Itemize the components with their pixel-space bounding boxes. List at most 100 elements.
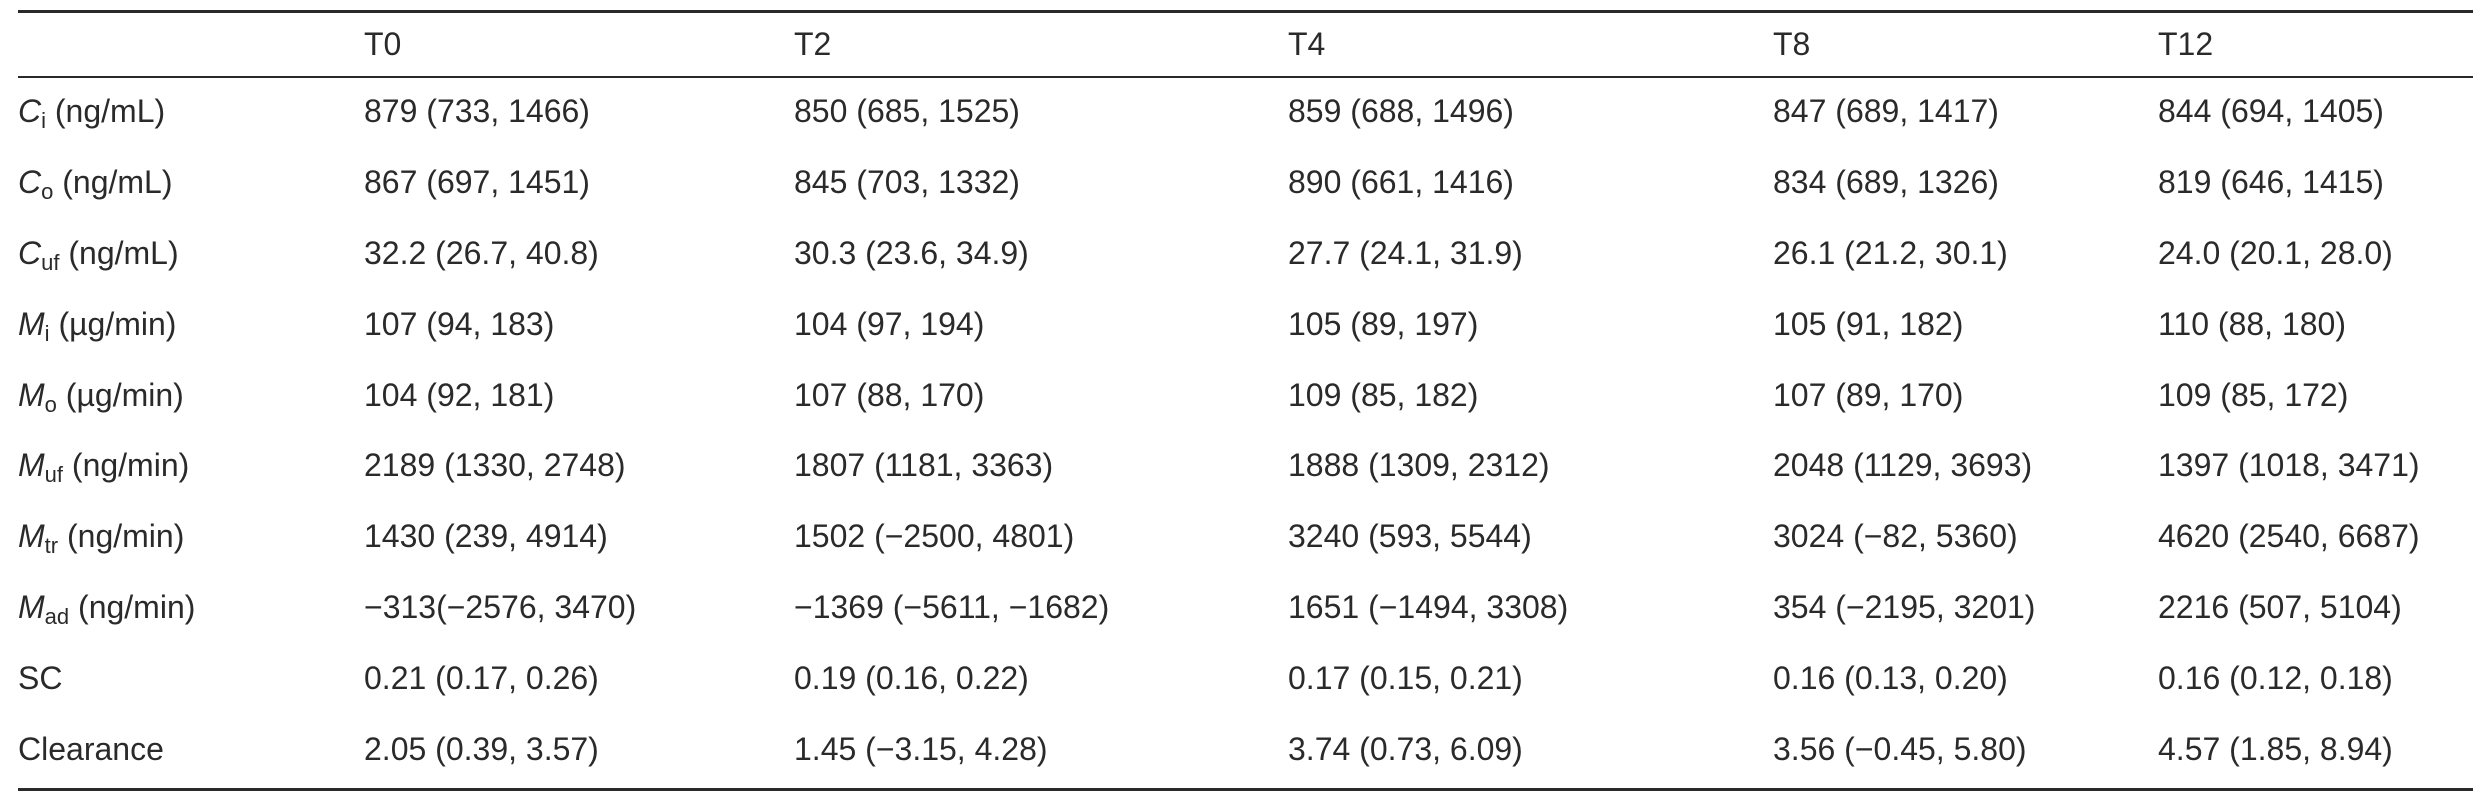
table-cell: 2189 (1330, 2748) (364, 447, 626, 484)
row-label-subscript: tr (44, 533, 59, 559)
table-cell: 3.74 (0.73, 6.09) (1288, 730, 1523, 767)
table-cell: 0.16 (0.13, 0.20) (1773, 660, 2008, 697)
row-label: Muf (ng/min) (18, 430, 364, 501)
table-header-rule (18, 76, 2473, 78)
table-cell: 109 (85, 172) (2158, 376, 2349, 413)
table-cell: 834 (689, 1326) (1773, 163, 1999, 200)
table-row: Mtr (ng/min) 1430 (239, 4914) 1502 (−2500,… (18, 501, 2491, 572)
table-row: Ci (ng/mL) 879 (733, 1466) 850 (685, 1525)… (18, 76, 2491, 147)
row-label-symbol: C (18, 163, 42, 200)
table-cell: 27.7 (24.1, 31.9) (1288, 234, 1523, 271)
table-cell: 819 (646, 1415) (2158, 163, 2384, 200)
row-label: SC (18, 643, 364, 714)
table-cell: 110 (88, 180) (2158, 305, 2346, 342)
row-label-subscript: i (41, 107, 46, 133)
table-cell: 354 (−2195, 3201) (1773, 589, 2036, 626)
table-cell: 1807 (1181, 3363) (794, 447, 1054, 484)
table-header-row: T0 T2 T4 T8 T12 (18, 13, 2491, 76)
table-cell: 1888 (1309, 2312) (1288, 447, 1550, 484)
row-label-text: (ng/min) (58, 518, 185, 555)
row-label-symbol: C (18, 234, 42, 271)
row-label: Cuf (ng/mL) (18, 218, 364, 289)
table-cell: 105 (91, 182) (1773, 305, 1964, 342)
row-label-text: (ng/mL) (53, 163, 173, 200)
row-label: Clearance (18, 714, 364, 785)
table-cell: 104 (97, 194) (794, 305, 985, 342)
column-header (18, 13, 364, 76)
table-cell: 107 (94, 183) (364, 305, 555, 342)
table-cell: 3240 (593, 5544) (1288, 518, 1532, 555)
table-cell: 26.1 (21.2, 30.1) (1773, 234, 2008, 271)
table-row: Clearance 2.05 (0.39, 3.57) 1.45 (−3.15, 4… (18, 714, 2491, 785)
column-header: T0 (364, 26, 402, 62)
table-row: Cuf (ng/mL) 32.2 (26.7, 40.8) 30.3 (23.6, … (18, 218, 2491, 289)
row-label-text: (ng/mL) (46, 92, 166, 129)
row-label-symbol: M (18, 376, 45, 413)
table-cell: 104 (92, 181) (364, 376, 555, 413)
table-cell: 4.57 (1.85, 8.94) (2158, 730, 2393, 767)
table-row: Co (ng/mL) 867 (697, 1451) 845 (703, 1332)… (18, 147, 2491, 218)
table-cell: 850 (685, 1525) (794, 92, 1020, 129)
table-cell: 844 (694, 1405) (2158, 92, 2384, 129)
table-cell: 859 (688, 1496) (1288, 92, 1514, 129)
row-label-subscript: i (44, 320, 50, 346)
row-label-text: (µg/min) (56, 376, 184, 413)
row-label-text: (ng/mL) (59, 234, 179, 271)
row-label-symbol: C (18, 92, 42, 129)
row-label-symbol: M (18, 589, 45, 626)
row-label: Co (ng/mL) (18, 147, 364, 218)
table-row: Mad (ng/min) −313(−2576, 3470) −1369 (−561… (18, 572, 2491, 643)
table-cell: 109 (85, 182) (1288, 376, 1479, 413)
table-cell: 1502 (−2500, 4801) (794, 518, 1075, 555)
row-label: Mtr (ng/min) (18, 501, 364, 572)
table-cell: 879 (733, 1466) (364, 92, 590, 129)
row-label-text: (ng/min) (63, 447, 190, 484)
table-cell: −313(−2576, 3470) (364, 589, 637, 626)
row-label-text: (ng/min) (69, 589, 196, 626)
table-row: Mo (µg/min) 104 (92, 181) 107 (88, 170) 109… (18, 360, 2491, 431)
row-label: Mo (µg/min) (18, 360, 364, 431)
row-label-symbol: M (18, 305, 45, 342)
table-cell: 3024 (−82, 5360) (1773, 518, 2018, 555)
table-cell: 3.56 (−0.45, 5.80) (1773, 730, 2027, 767)
table-row: Muf (ng/min) 2189 (1330, 2748) 1807 (1181,… (18, 430, 2491, 501)
row-label-text: SC (18, 660, 63, 697)
row-label-subscript: o (41, 178, 54, 204)
table-cell: −1369 (−5611, −1682) (794, 589, 1110, 626)
row-label-text: Clearance (18, 730, 164, 767)
table-cell: 2048 (1129, 3693) (1773, 447, 2033, 484)
table-cell: 1.45 (−3.15, 4.28) (794, 730, 1048, 767)
row-label: Mad (ng/min) (18, 572, 364, 643)
row-label-symbol: M (18, 447, 45, 484)
table-cell: 4620 (2540, 6687) (2158, 518, 2420, 555)
row-label-subscript: uf (41, 249, 60, 275)
table-cell: 0.17 (0.15, 0.21) (1288, 660, 1523, 697)
table-cell: 0.16 (0.12, 0.18) (2158, 660, 2393, 697)
row-label: Mi (µg/min) (18, 289, 364, 360)
table-cell: 847 (689, 1417) (1773, 92, 1999, 129)
column-header: T8 (1773, 26, 1811, 62)
table-cell: 107 (89, 170) (1773, 376, 1964, 413)
data-table: T0 T2 T4 T8 T12 Ci (ng/mL) 879 (733, 1466… (18, 13, 2491, 785)
table-cell: 1397 (1018, 3471) (2158, 447, 2420, 484)
row-label-symbol: M (18, 518, 45, 555)
data-table-container: T0 T2 T4 T8 T12 Ci (ng/mL) 879 (733, 1466… (18, 0, 2473, 800)
table-bottom-rule (18, 788, 2473, 791)
column-header: T2 (794, 26, 832, 62)
table-row: SC 0.21 (0.17, 0.26) 0.19 (0.16, 0.22) 0.17… (18, 643, 2491, 714)
row-label-subscript: o (44, 391, 57, 417)
column-header: T4 (1288, 26, 1326, 62)
table-cell: 0.21 (0.17, 0.26) (364, 660, 599, 697)
table-cell: 890 (661, 1416) (1288, 163, 1514, 200)
table-cell: 105 (89, 197) (1288, 305, 1479, 342)
table-row: Mi (µg/min) 107 (94, 183) 104 (97, 194) 105… (18, 289, 2491, 360)
column-header: T12 (2158, 26, 2214, 62)
row-label-text: (µg/min) (49, 305, 177, 342)
table-top-rule (18, 10, 2473, 13)
table-cell: 0.19 (0.16, 0.22) (794, 660, 1029, 697)
row-label-subscript: ad (44, 604, 70, 630)
table-cell: 107 (88, 170) (794, 376, 985, 413)
table-cell: 1430 (239, 4914) (364, 518, 608, 555)
row-label: Ci (ng/mL) (18, 76, 364, 147)
row-label-subscript: uf (44, 462, 64, 488)
